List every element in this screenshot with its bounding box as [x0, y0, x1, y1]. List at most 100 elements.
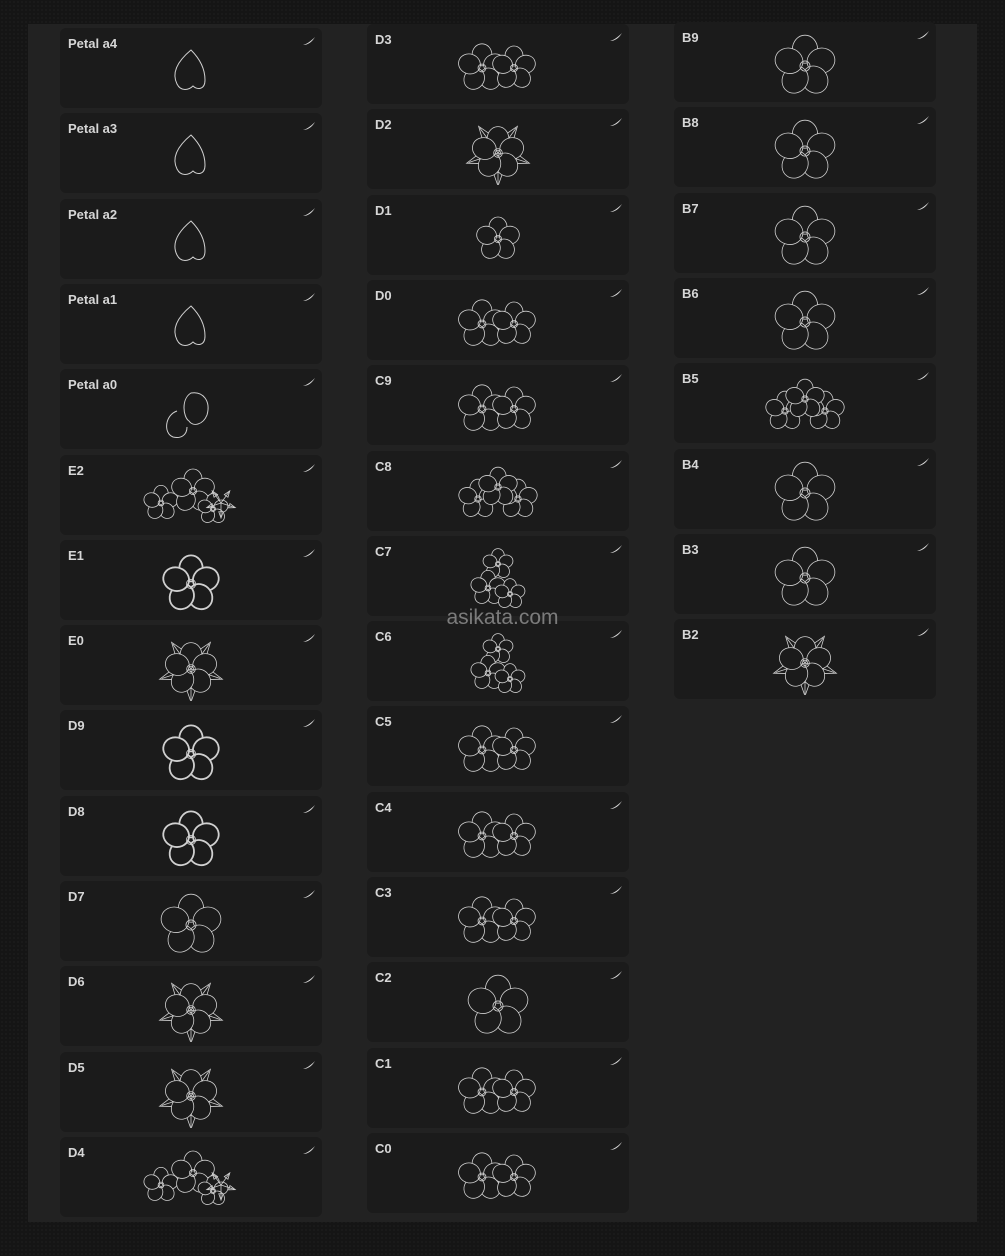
- brush-name: E1: [68, 547, 84, 563]
- brush-card[interactable]: D6: [60, 966, 322, 1047]
- flower-double-preview-icon: [458, 384, 536, 431]
- brush-name: B5: [682, 371, 699, 387]
- petal-preview-icon: [174, 134, 206, 176]
- flower-leaves-preview-icon: [772, 635, 838, 696]
- brush-card[interactable]: D5: [60, 1051, 322, 1132]
- brush-name: D3: [375, 32, 392, 47]
- petal-preview-icon: [174, 49, 206, 90]
- brush-card[interactable]: D2: [367, 109, 629, 190]
- brush-card[interactable]: D7: [60, 881, 322, 961]
- brush-name: C8: [375, 458, 392, 474]
- brush-card[interactable]: C3: [367, 877, 629, 957]
- brush-stroke-icon: [303, 1145, 315, 1154]
- flower-preview-icon: [774, 290, 836, 350]
- flower-bold-preview-icon: [162, 724, 220, 781]
- brush-card[interactable]: C0: [367, 1132, 629, 1213]
- cluster-preview-icon: [143, 1150, 237, 1205]
- brush-name: C4: [375, 799, 392, 815]
- brush-card[interactable]: E0: [60, 625, 322, 706]
- brush-stroke-icon: [610, 1056, 622, 1065]
- brush-name: C3: [375, 885, 392, 900]
- flower-preview-icon: [774, 205, 836, 265]
- flower-preview-icon: [774, 120, 836, 179]
- flower-triple-preview-icon: [458, 466, 538, 517]
- brush-stroke-icon: [917, 116, 929, 125]
- brush-card[interactable]: D3: [367, 24, 629, 104]
- brush-stroke-icon: [610, 971, 622, 980]
- brush-card[interactable]: D1: [367, 194, 629, 275]
- brush-card[interactable]: B9: [674, 22, 936, 102]
- brush-card[interactable]: Petal a3: [60, 113, 322, 194]
- brush-name: B6: [682, 285, 699, 301]
- brush-card[interactable]: C6: [367, 621, 629, 702]
- brush-name: C6: [375, 629, 392, 645]
- brush-stroke-icon: [610, 800, 622, 809]
- brush-card[interactable]: B4: [674, 448, 936, 529]
- brush-card[interactable]: B3: [674, 533, 936, 614]
- brush-card[interactable]: C9: [367, 365, 629, 446]
- flower-double-preview-icon: [458, 1152, 536, 1199]
- cluster-vertical-preview-icon: [470, 547, 526, 608]
- brush-card[interactable]: Petal a2: [60, 198, 322, 279]
- brush-card[interactable]: C1: [367, 1047, 629, 1128]
- brush-name: E2: [68, 462, 84, 478]
- brush-stroke-icon: [610, 288, 622, 297]
- brush-card[interactable]: Petal a1: [60, 283, 322, 364]
- brush-card[interactable]: C5: [367, 706, 629, 787]
- brush-stroke-icon: [610, 459, 622, 468]
- brush-stroke-icon: [917, 372, 929, 381]
- brush-name: Petal a0: [68, 377, 118, 393]
- brush-card[interactable]: C8: [367, 450, 629, 531]
- brush-stroke-icon: [303, 804, 315, 813]
- flower-double-preview-icon: [458, 43, 536, 90]
- brush-stroke-icon: [303, 207, 315, 216]
- brush-card[interactable]: Petal a0: [60, 369, 322, 450]
- brush-card[interactable]: B2: [674, 619, 936, 700]
- flower-double-preview-icon: [458, 811, 536, 858]
- brush-card[interactable]: D4: [60, 1136, 322, 1217]
- brush-name: Petal a2: [68, 206, 118, 222]
- flower-double-preview-icon: [458, 725, 536, 773]
- flower-leaves-preview-icon: [465, 125, 531, 186]
- flower-small-preview-icon: [476, 216, 520, 259]
- brush-stroke-icon: [303, 890, 315, 898]
- flower-leaves-preview-icon: [158, 1067, 224, 1128]
- brush-name: B8: [682, 115, 699, 131]
- brush-name: D8: [68, 803, 85, 819]
- brush-stroke-icon: [303, 975, 315, 984]
- petal-preview-icon: [174, 219, 206, 261]
- brush-card[interactable]: B7: [674, 192, 936, 273]
- flower-leaves-preview-icon: [158, 982, 224, 1043]
- brush-name: C1: [375, 1055, 392, 1071]
- brush-card[interactable]: B5: [674, 363, 936, 444]
- brush-stroke-icon: [303, 378, 315, 387]
- brush-stroke-icon: [917, 457, 929, 466]
- brush-stroke-icon: [303, 37, 315, 45]
- brush-name: D1: [375, 202, 392, 218]
- brush-card[interactable]: C4: [367, 791, 629, 872]
- brush-card[interactable]: C2: [367, 962, 629, 1043]
- brush-stroke-icon: [303, 548, 315, 557]
- flower-triple-preview-icon: [765, 378, 845, 430]
- brush-stroke-icon: [917, 31, 929, 39]
- brush-card[interactable]: E1: [60, 539, 322, 620]
- brush-card[interactable]: D0: [367, 279, 629, 360]
- brush-name: E0: [68, 633, 84, 649]
- brush-card[interactable]: B6: [674, 277, 936, 358]
- brush-stroke-icon: [610, 630, 622, 639]
- brush-name: C7: [375, 543, 392, 559]
- brush-name: D6: [68, 974, 85, 990]
- brush-card[interactable]: D9: [60, 710, 322, 791]
- brush-card[interactable]: D8: [60, 795, 322, 876]
- brush-stroke-icon: [303, 292, 315, 301]
- brush-card[interactable]: Petal a4: [60, 28, 322, 108]
- brush-card[interactable]: B8: [674, 107, 936, 188]
- brush-card[interactable]: C7: [367, 535, 629, 616]
- flower-bold-preview-icon: [162, 810, 220, 866]
- flower-preview-icon: [774, 461, 836, 521]
- brush-stroke-icon: [610, 374, 622, 383]
- brush-stroke-icon: [303, 122, 315, 131]
- cluster-preview-icon: [143, 468, 237, 523]
- brush-card[interactable]: E2: [60, 454, 322, 535]
- brush-name: C0: [375, 1140, 392, 1156]
